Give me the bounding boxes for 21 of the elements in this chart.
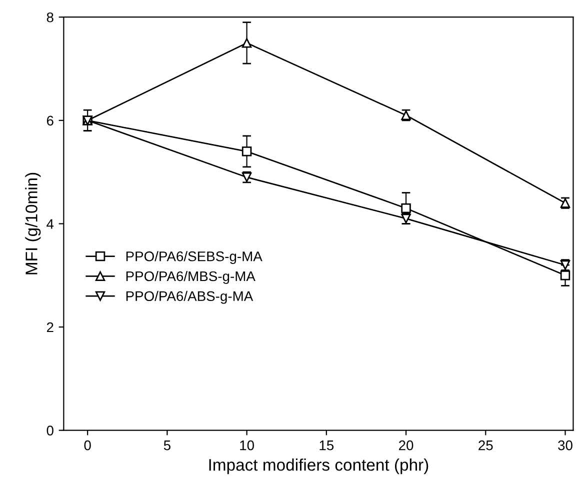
x-tick-label: 20 <box>399 440 414 450</box>
x-tick-label: 15 <box>320 440 334 450</box>
x-tick-label: 10 <box>240 440 254 450</box>
y-tick-label: 4 <box>46 219 54 229</box>
point <box>242 38 252 48</box>
x-axis-title: Impact modifiers content (phr) <box>209 458 428 474</box>
y-tick-label: 0 <box>46 426 54 436</box>
legend-label: PPO/PA6/MBS-g-MA <box>126 270 256 284</box>
point <box>560 270 570 280</box>
y-axis-title: MFI (g/10min) <box>25 172 41 274</box>
point <box>242 146 252 156</box>
y-tick-label: 2 <box>46 322 54 332</box>
x-tick-label: 25 <box>478 440 493 450</box>
y-tick-label: 8 <box>46 12 54 22</box>
x-tick-label: 0 <box>84 440 91 450</box>
point <box>401 203 411 214</box>
legend-label: PPO/PA6/SEBS-g-MA <box>126 251 262 264</box>
x-tick-label: 5 <box>164 440 170 450</box>
x-tick-label: 30 <box>558 440 572 450</box>
legend-label: PPO/PA6/ABS-g-MA <box>126 290 254 304</box>
y-tick-label: 6 <box>46 116 54 126</box>
